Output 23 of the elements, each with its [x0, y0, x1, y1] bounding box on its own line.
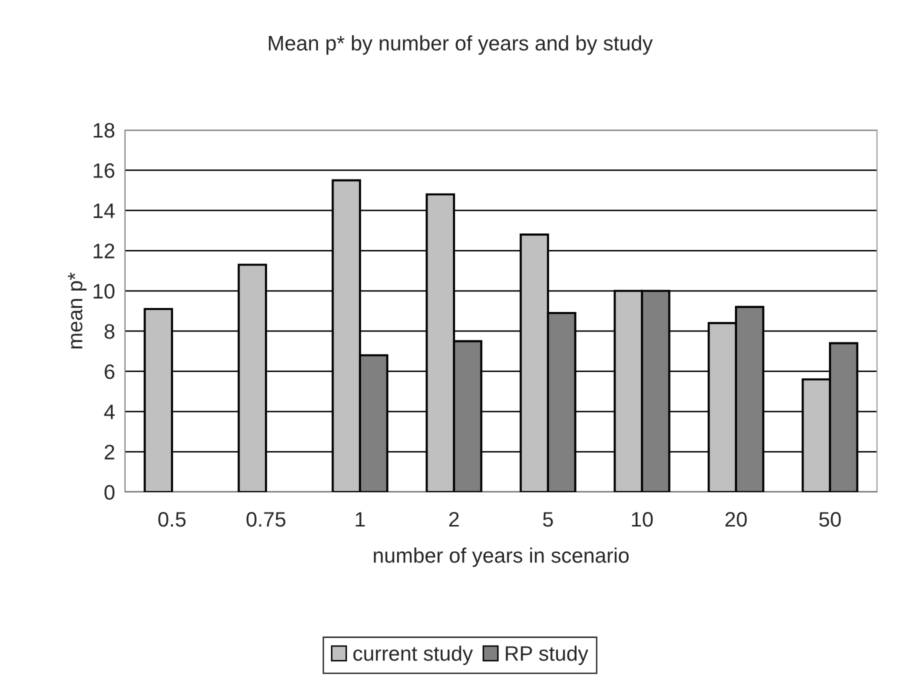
y-tick-label: 4	[104, 404, 115, 420]
legend-label: RP study	[506, 646, 588, 665]
x-tick-label: 50	[819, 512, 841, 527]
y-tick-label: 0	[104, 485, 114, 500]
y-tick-label: 12	[94, 244, 114, 258]
x-axis-title: number of years in scenario	[374, 548, 629, 567]
x-tick-label: 20	[725, 512, 747, 527]
y-tick-label: 16	[94, 163, 114, 178]
y-tick-label: 14	[94, 204, 115, 218]
y-tick-label: 8	[104, 324, 114, 339]
x-tick-label: 2	[449, 512, 459, 527]
x-tick-label: 0.5	[158, 512, 186, 527]
y-tick-label: 10	[94, 284, 114, 299]
y-tick-label: 2	[104, 444, 114, 460]
y-axis-title: mean p*	[68, 272, 87, 348]
legend-label: current study	[353, 646, 473, 665]
x-tick-label: 1	[356, 512, 365, 527]
x-tick-label: 0.75	[246, 512, 286, 527]
chart-title: Mean p* by number of years and by study	[268, 35, 653, 55]
x-tick-label: 5	[543, 512, 553, 527]
y-tick-label: 18	[94, 123, 114, 138]
x-tick-label: 10	[632, 512, 653, 527]
y-tick-label: 6	[104, 364, 114, 380]
